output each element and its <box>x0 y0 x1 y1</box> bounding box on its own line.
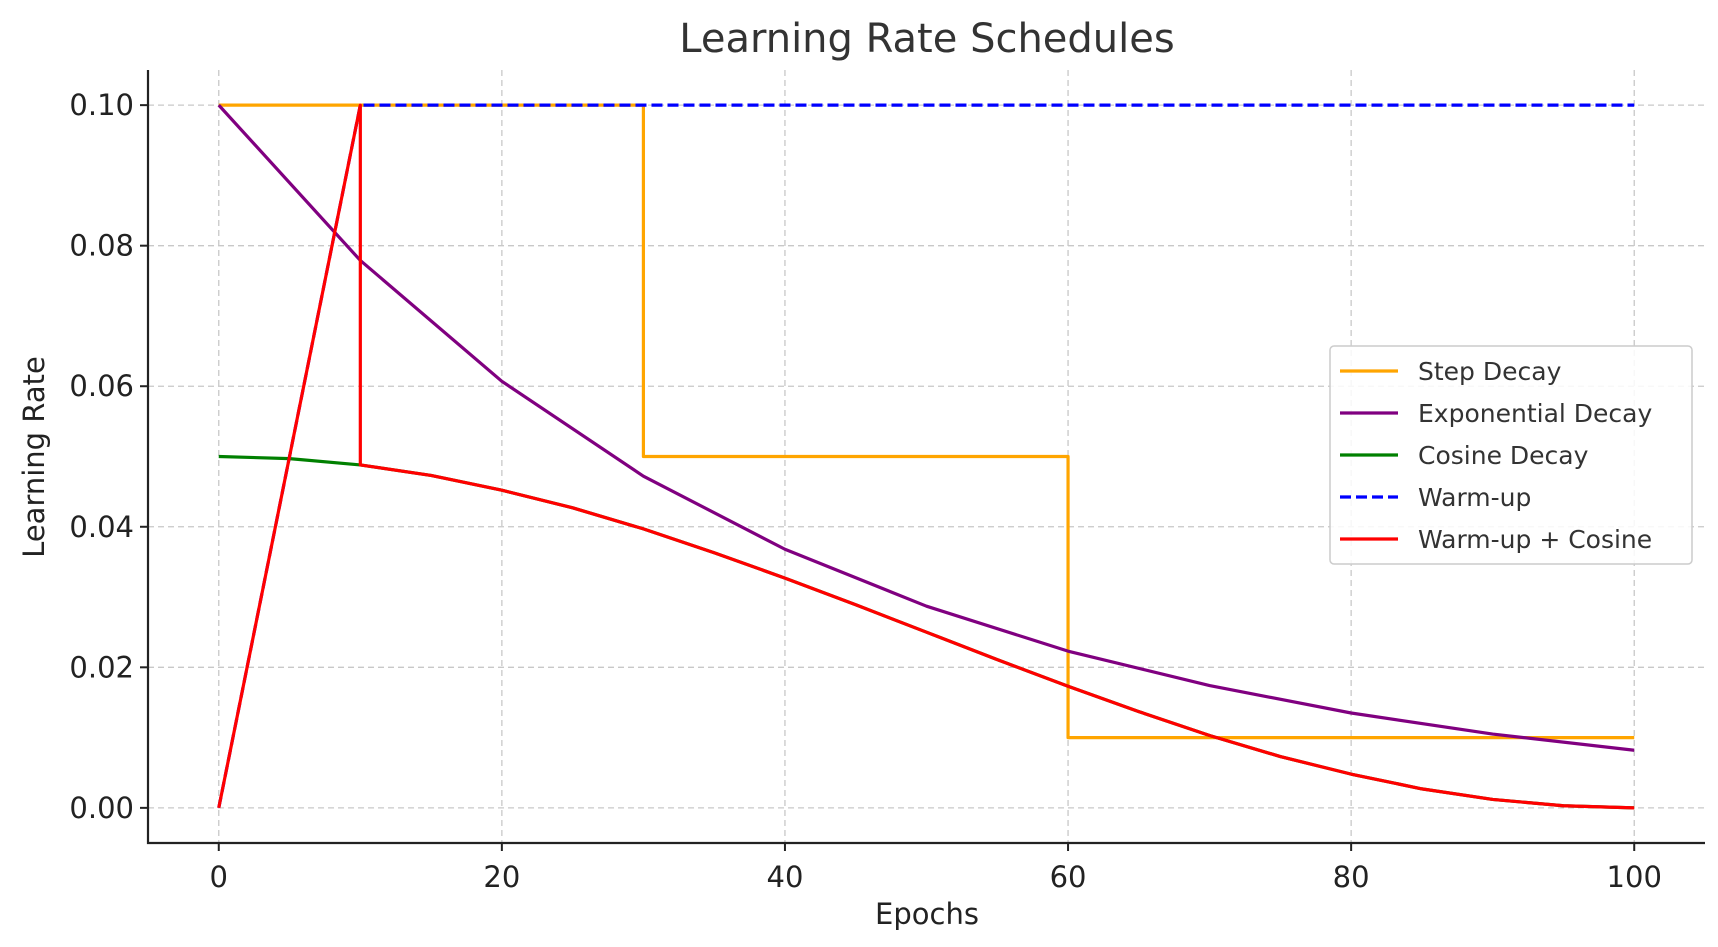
series-lines <box>217 103 1635 810</box>
y-axis-label: Learning Rate <box>17 356 51 558</box>
y-tick-label: 0.06 <box>69 369 134 403</box>
x-tick-label: 100 <box>1607 860 1662 894</box>
y-tick-label: 0.10 <box>69 88 134 122</box>
x-axis-label: Epochs <box>875 897 979 931</box>
legend-label-warm-up: Warm-up <box>1418 483 1531 512</box>
y-tick-label: 0.02 <box>69 650 134 684</box>
x-tick-label: 20 <box>483 860 520 894</box>
y-tick-label: 0.08 <box>69 229 134 263</box>
legend: Step Decay Exponential Decay Cosine Decay W… <box>1329 345 1693 565</box>
x-tick-label: 40 <box>767 860 804 894</box>
legend-label-exponential-decay: Exponential Decay <box>1418 399 1652 428</box>
legend-frame <box>1329 345 1693 565</box>
series-line-warm-up-cosine <box>217 103 1635 810</box>
legend-label-cosine-decay: Cosine Decay <box>1418 441 1589 470</box>
tick-labels: 0 20 40 60 80 100 0.00 0.02 0.04 0.06 0.08 0.10 <box>69 88 1661 894</box>
y-tick-label: 0.04 <box>69 510 134 544</box>
axes <box>140 70 1705 851</box>
series-line-exponential-decay <box>217 104 1635 752</box>
axis-spines <box>146 70 1705 845</box>
x-tick-label: 80 <box>1333 860 1370 894</box>
legend-label-step-decay: Step Decay <box>1418 357 1562 386</box>
y-tick-label: 0.00 <box>69 791 134 825</box>
x-tick-label: 0 <box>210 860 228 894</box>
x-tick-label: 60 <box>1050 860 1087 894</box>
legend-label-warm-up-cosine: Warm-up + Cosine <box>1418 525 1652 554</box>
chart-title: Learning Rate Schedules <box>679 16 1174 62</box>
